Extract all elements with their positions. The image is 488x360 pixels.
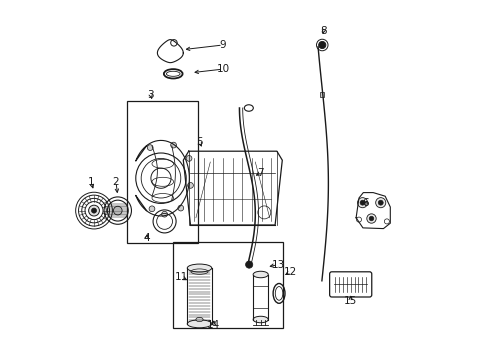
Text: 5: 5 — [196, 137, 203, 147]
Circle shape — [88, 205, 99, 216]
Circle shape — [149, 206, 155, 212]
Circle shape — [187, 183, 193, 188]
Text: 3: 3 — [147, 90, 154, 100]
Ellipse shape — [187, 320, 211, 328]
Text: 4: 4 — [143, 233, 150, 243]
Circle shape — [147, 145, 153, 150]
Text: 6: 6 — [361, 198, 367, 208]
Circle shape — [245, 261, 252, 268]
Circle shape — [368, 216, 373, 221]
Bar — [127, 101, 197, 243]
Circle shape — [366, 214, 375, 223]
Text: 7: 7 — [257, 168, 264, 178]
Text: 11: 11 — [175, 272, 188, 282]
Ellipse shape — [253, 271, 268, 278]
Text: 1: 1 — [88, 177, 94, 187]
Ellipse shape — [196, 318, 203, 322]
Circle shape — [113, 206, 122, 215]
Bar — [320, 92, 324, 97]
Circle shape — [170, 142, 176, 148]
Circle shape — [359, 200, 365, 205]
Text: 9: 9 — [219, 40, 226, 50]
Text: 8: 8 — [320, 26, 326, 36]
Text: 15: 15 — [344, 296, 357, 306]
Circle shape — [318, 41, 325, 49]
Bar — [173, 242, 283, 328]
Text: 12: 12 — [283, 267, 296, 277]
Text: 14: 14 — [207, 320, 220, 330]
Circle shape — [357, 198, 367, 208]
Circle shape — [162, 211, 167, 217]
Circle shape — [375, 198, 385, 208]
Circle shape — [186, 156, 192, 161]
Text: 2: 2 — [112, 177, 119, 187]
Circle shape — [178, 205, 183, 211]
Text: 13: 13 — [271, 260, 285, 270]
Text: 10: 10 — [216, 64, 229, 74]
Circle shape — [377, 200, 383, 205]
Circle shape — [91, 208, 96, 213]
Ellipse shape — [253, 316, 268, 323]
Ellipse shape — [187, 264, 211, 272]
